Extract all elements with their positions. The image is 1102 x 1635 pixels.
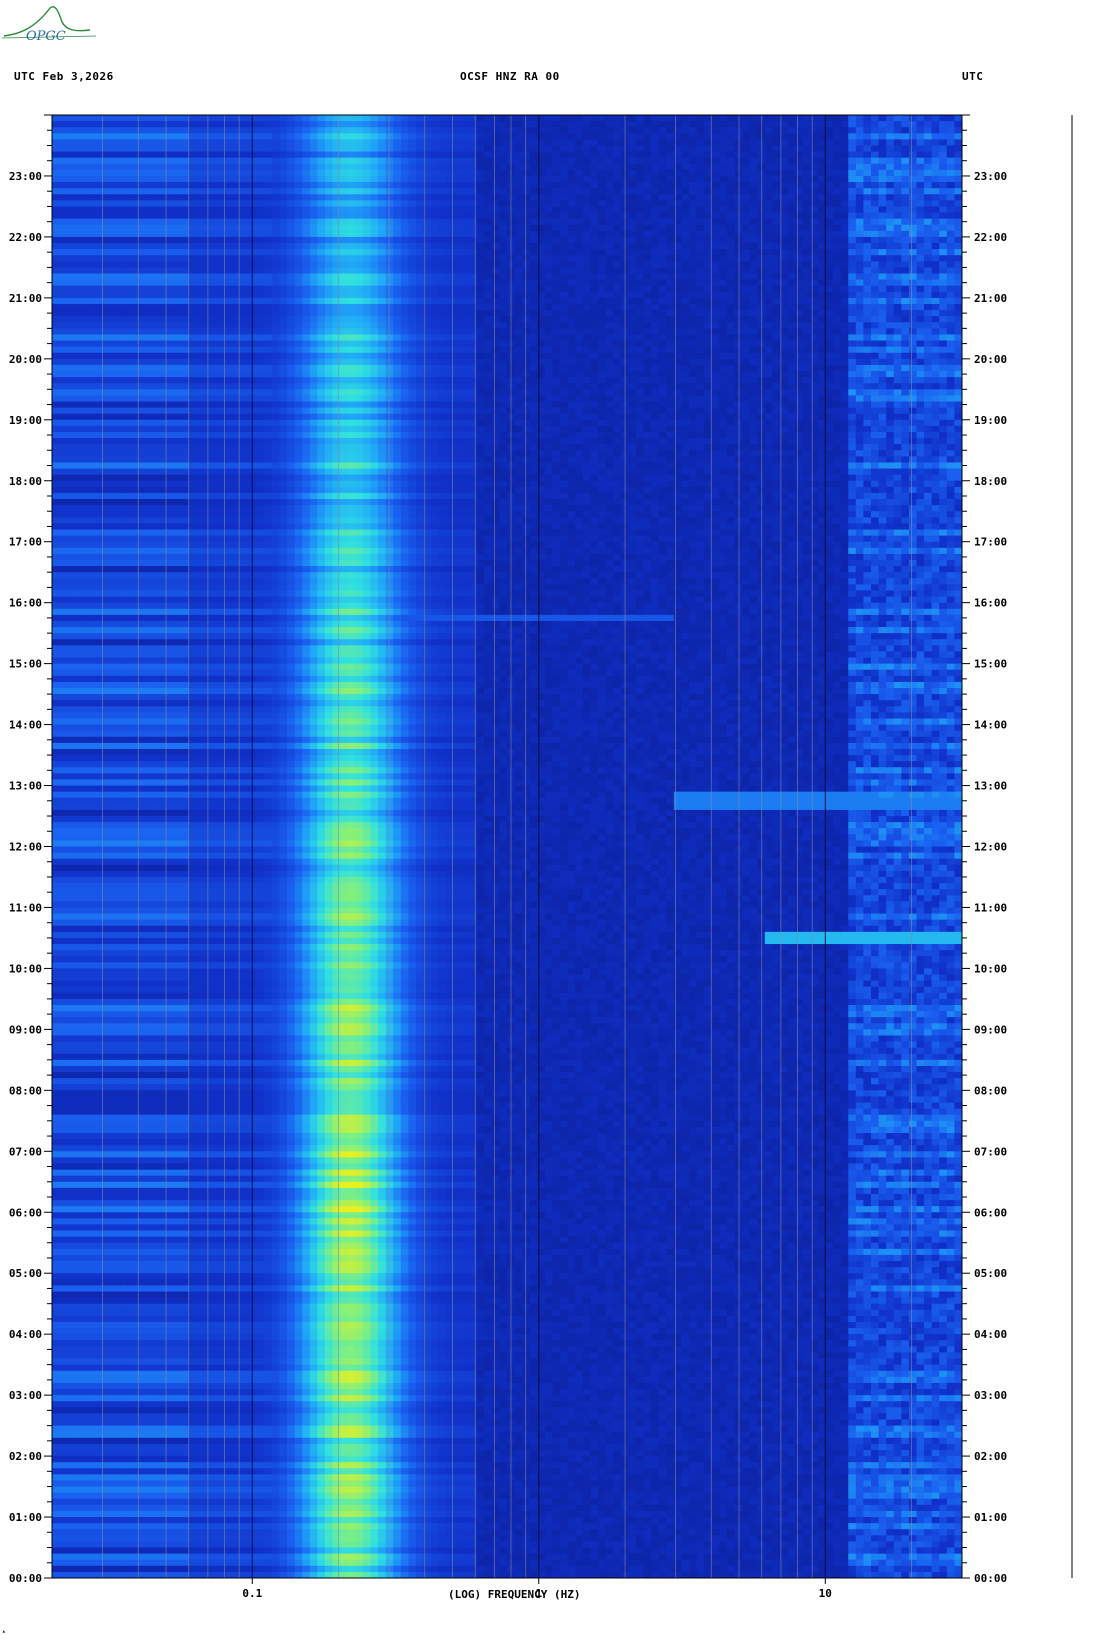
y-tick-label-left: 23:00 bbox=[9, 170, 42, 183]
y-tick-label-right: 05:00 bbox=[974, 1267, 1007, 1280]
y-tick-label-right: 19:00 bbox=[974, 414, 1007, 427]
y-tick-label-right: 06:00 bbox=[974, 1206, 1007, 1219]
y-tick-label-left: 16:00 bbox=[9, 597, 42, 610]
y-tick-label-right: 18:00 bbox=[974, 475, 1007, 488]
y-tick-label-right: 22:00 bbox=[974, 231, 1007, 244]
x-tick-label: 10 bbox=[819, 1587, 832, 1600]
y-tick-label-right: 17:00 bbox=[974, 536, 1007, 549]
y-tick-label-right: 08:00 bbox=[974, 1084, 1007, 1097]
y-tick-label-left: 11:00 bbox=[9, 901, 42, 914]
y-tick-label-left: 08:00 bbox=[9, 1084, 42, 1097]
y-tick-label-left: 21:00 bbox=[9, 292, 42, 305]
y-tick-label-left: 00:00 bbox=[9, 1572, 42, 1585]
y-tick-label-left: 03:00 bbox=[9, 1389, 42, 1402]
y-tick-label-right: 15:00 bbox=[974, 658, 1007, 671]
y-tick-label-right: 13:00 bbox=[974, 780, 1007, 793]
y-tick-label-right: 02:00 bbox=[974, 1450, 1007, 1463]
y-tick-label-right: 04:00 bbox=[974, 1328, 1007, 1341]
y-tick-label-left: 04:00 bbox=[9, 1328, 42, 1341]
y-tick-label-left: 07:00 bbox=[9, 1145, 42, 1158]
y-axis-right: 00:00 01:00 02:00 03:00 04:00 05:00 06:00 07:00… bbox=[962, 115, 1007, 1585]
y-tick-label-left: 15:00 bbox=[9, 658, 42, 671]
y-tick-label-left: 17:00 bbox=[9, 536, 42, 549]
y-tick-label-right: 09:00 bbox=[974, 1023, 1007, 1036]
y-tick-label-right: 14:00 bbox=[974, 719, 1007, 732]
y-tick-label-right: 11:00 bbox=[974, 901, 1007, 914]
y-tick-label-right: 10:00 bbox=[974, 962, 1007, 975]
y-tick-label-right: 07:00 bbox=[974, 1145, 1007, 1158]
y-axis-left: 00:00 01:00 02:00 03:00 04:00 05:00 06:00 07:00… bbox=[9, 115, 52, 1585]
y-tick-label-right: 00:00 bbox=[974, 1572, 1007, 1585]
y-tick-label-left: 18:00 bbox=[9, 475, 42, 488]
y-tick-label-left: 06:00 bbox=[9, 1206, 42, 1219]
y-tick-label-left: 12:00 bbox=[9, 841, 42, 854]
x-axis-label: (LOG) FREQUENCY (HZ) bbox=[448, 1588, 580, 1601]
y-tick-label-left: 14:00 bbox=[9, 719, 42, 732]
y-tick-label-left: 05:00 bbox=[9, 1267, 42, 1280]
y-tick-label-left: 20:00 bbox=[9, 353, 42, 366]
x-tick-label: 0.1 bbox=[242, 1587, 262, 1600]
y-tick-label-left: 01:00 bbox=[9, 1511, 42, 1524]
y-tick-label-left: 02:00 bbox=[9, 1450, 42, 1463]
y-tick-label-left: 13:00 bbox=[9, 780, 42, 793]
y-tick-label-right: 03:00 bbox=[974, 1389, 1007, 1402]
y-tick-label-right: 23:00 bbox=[974, 170, 1007, 183]
y-tick-label-right: 01:00 bbox=[974, 1511, 1007, 1524]
y-tick-label-right: 16:00 bbox=[974, 597, 1007, 610]
y-tick-label-right: 12:00 bbox=[974, 841, 1007, 854]
y-tick-label-left: 09:00 bbox=[9, 1023, 42, 1036]
y-tick-label-left: 10:00 bbox=[9, 962, 42, 975]
y-tick-label-left: 22:00 bbox=[9, 231, 42, 244]
y-tick-label-right: 21:00 bbox=[974, 292, 1007, 305]
y-tick-label-right: 20:00 bbox=[974, 353, 1007, 366]
y-tick-label-left: 19:00 bbox=[9, 414, 42, 427]
